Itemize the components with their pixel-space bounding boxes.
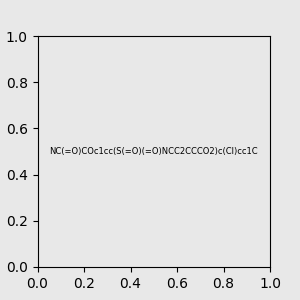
Text: NC(=O)COc1cc(S(=O)(=O)NCC2CCCO2)c(Cl)cc1C: NC(=O)COc1cc(S(=O)(=O)NCC2CCCO2)c(Cl)cc1…: [50, 147, 258, 156]
